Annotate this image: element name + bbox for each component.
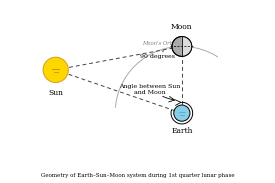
- Text: Geometry of Earth–Sun–Moon system during 1st quarter lunar phase: Geometry of Earth–Sun–Moon system during…: [41, 173, 235, 178]
- Circle shape: [172, 37, 192, 56]
- Text: 90 degrees: 90 degrees: [140, 54, 175, 59]
- Text: Moon's Orbit: Moon's Orbit: [142, 41, 177, 52]
- Wedge shape: [182, 37, 192, 56]
- Circle shape: [43, 57, 68, 83]
- Text: Earth: Earth: [171, 127, 192, 135]
- Circle shape: [174, 105, 190, 121]
- Text: Sun: Sun: [48, 89, 63, 97]
- Text: Moon: Moon: [171, 23, 193, 31]
- Text: Angle between Sun
and Moon: Angle between Sun and Moon: [119, 84, 180, 95]
